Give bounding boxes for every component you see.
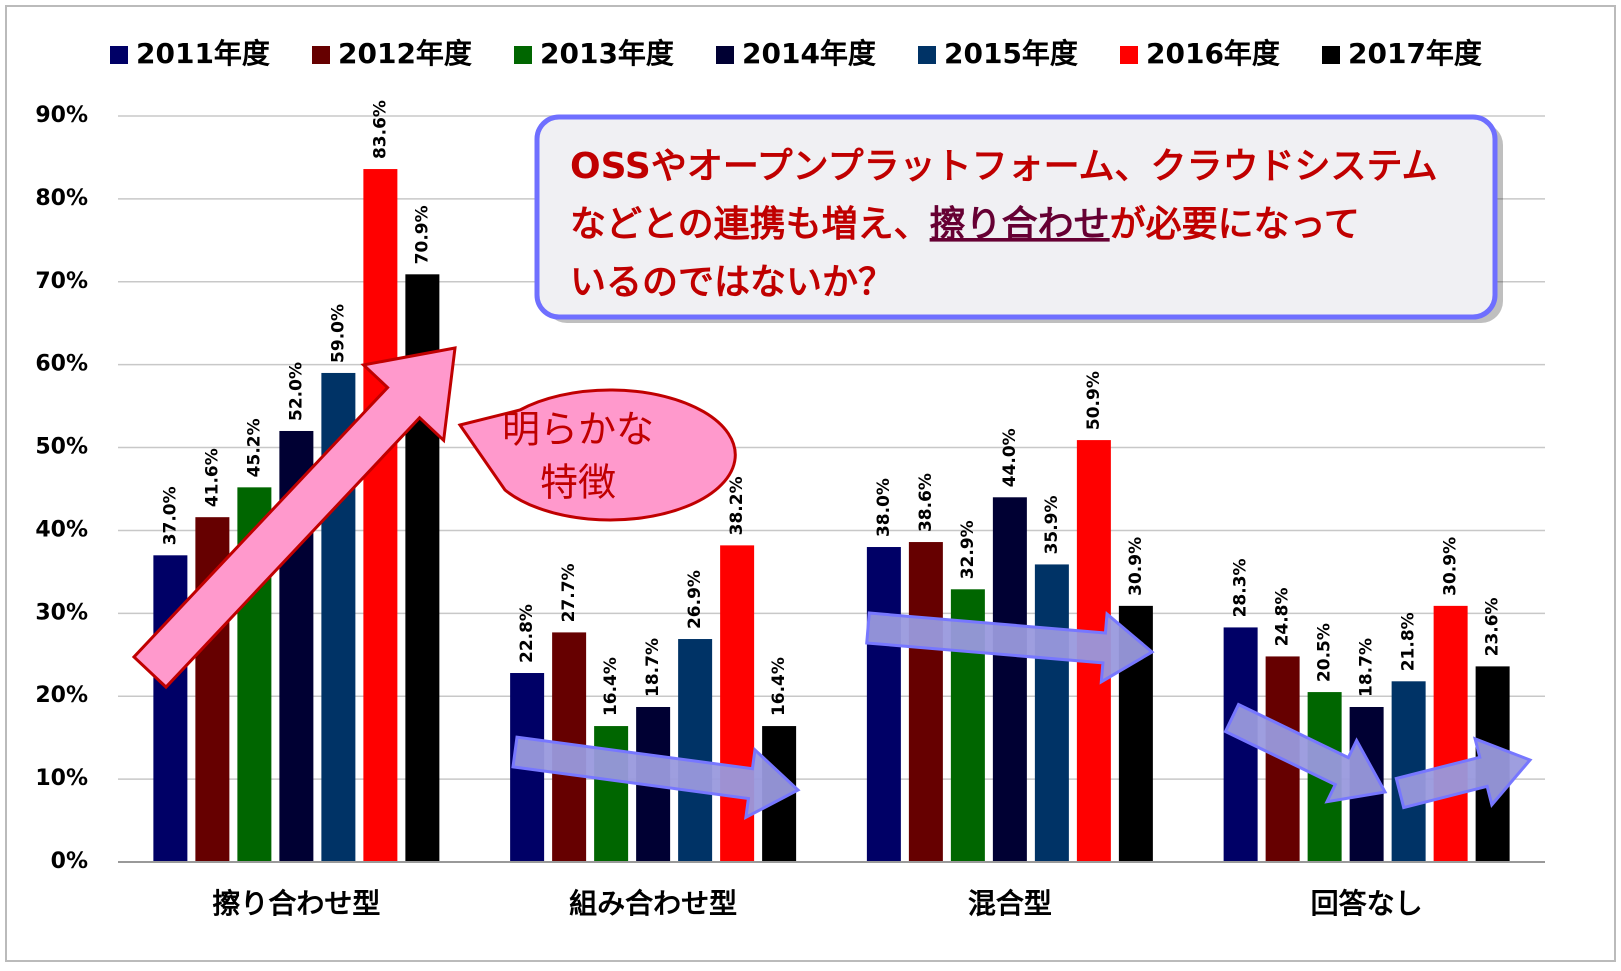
overlay: 明らかな 特徴 OSSやオープンプラットフォーム、クラウドシステム などとの連携… [131, 114, 1533, 820]
value-label: 59.0% [328, 304, 348, 363]
value-label: 83.6% [370, 100, 390, 159]
value-label: 44.0% [1000, 428, 1020, 487]
bar [992, 497, 1027, 862]
callout-emphasis: 擦り合わせ [930, 204, 1110, 245]
trend-arrow [865, 611, 1155, 685]
y-tick-label: 10% [35, 766, 88, 791]
value-label: 30.9% [1441, 537, 1461, 596]
bar [1034, 564, 1069, 862]
legend-label: 2017年度 [1348, 37, 1482, 70]
legend-swatch [312, 46, 330, 64]
legend-swatch [918, 46, 936, 64]
legend-label: 2016年度 [1146, 37, 1280, 70]
trend-arrow [1223, 702, 1388, 804]
y-tick-label: 30% [35, 600, 88, 625]
bar [363, 169, 398, 862]
y-tick-label: 0% [51, 849, 88, 874]
y-tick-label: 40% [35, 517, 88, 542]
callout-text: が必要になって [1110, 204, 1360, 245]
value-label: 70.9% [412, 205, 432, 264]
value-label: 20.5% [1315, 623, 1335, 682]
bar [1433, 605, 1468, 862]
bubble-text: 特徴 [540, 461, 616, 505]
callout-text: などとの連携も増え、擦り合わせが必要になって [570, 204, 1360, 245]
legend-label: 2013年度 [540, 37, 674, 70]
bar [866, 547, 901, 862]
legend-swatch [1120, 46, 1138, 64]
value-label: 16.4% [769, 657, 789, 716]
bar [908, 542, 943, 862]
legend-swatch [514, 46, 532, 64]
legend-swatch [716, 46, 734, 64]
arrows [131, 346, 1533, 820]
legend-swatch [110, 46, 128, 64]
trend-arrow [511, 735, 801, 820]
value-label: 45.2% [244, 418, 264, 477]
trend-arrow [1394, 736, 1533, 810]
value-label: 27.7% [559, 563, 579, 622]
y-tick-label: 90% [35, 103, 88, 128]
value-label: 26.9% [685, 570, 705, 629]
callout-text: などとの連携も増え、 [570, 204, 930, 245]
value-label: 38.2% [727, 476, 747, 535]
legend-label: 2012年度 [338, 37, 472, 70]
value-label: 35.9% [1042, 495, 1062, 554]
value-label: 50.9% [1084, 371, 1104, 430]
value-label: 37.0% [160, 486, 180, 545]
legend-label: 2014年度 [742, 37, 876, 70]
bar [678, 639, 713, 862]
value-label: 28.3% [1231, 558, 1251, 617]
trend-arrow [131, 346, 457, 690]
value-label: 18.7% [1357, 638, 1377, 697]
value-label: 32.9% [958, 520, 978, 579]
legend-swatch [1322, 46, 1340, 64]
x-tick-label: 擦り合わせ型 [212, 887, 380, 920]
y-tick-label: 50% [35, 435, 88, 460]
callout-text: OSSやオープンプラットフォーム、クラウドシステム [570, 146, 1437, 187]
y-tick-label: 60% [35, 352, 88, 377]
x-tick-label: 混合型 [968, 887, 1052, 920]
bar [594, 726, 629, 862]
x-tick-label: 組み合わせ型 [569, 887, 737, 920]
value-label: 41.6% [202, 448, 222, 507]
callout-text: いるのではないか？ [570, 262, 894, 303]
legend-label: 2015年度 [944, 37, 1078, 70]
value-label: 52.0% [286, 362, 306, 421]
speech-bubble [457, 388, 737, 522]
value-label: 24.8% [1273, 587, 1293, 646]
callout-box [534, 114, 1498, 320]
value-label: 16.4% [601, 657, 621, 716]
y-tick-label: 20% [35, 683, 88, 708]
value-label: 30.9% [1126, 537, 1146, 596]
value-label: 18.7% [643, 638, 663, 697]
bubble-text: 明らかな [502, 408, 654, 452]
value-label: 21.8% [1399, 612, 1419, 671]
value-label: 38.6% [916, 473, 936, 532]
y-tick-label: 70% [35, 269, 88, 294]
legend-label: 2011年度 [136, 37, 270, 70]
value-label: 22.8% [517, 604, 537, 663]
y-tick-label: 80% [35, 186, 88, 211]
value-label: 38.0% [874, 478, 894, 537]
bar [153, 555, 188, 862]
x-tick-label: 回答なし [1311, 887, 1423, 920]
value-label: 23.6% [1483, 597, 1503, 656]
